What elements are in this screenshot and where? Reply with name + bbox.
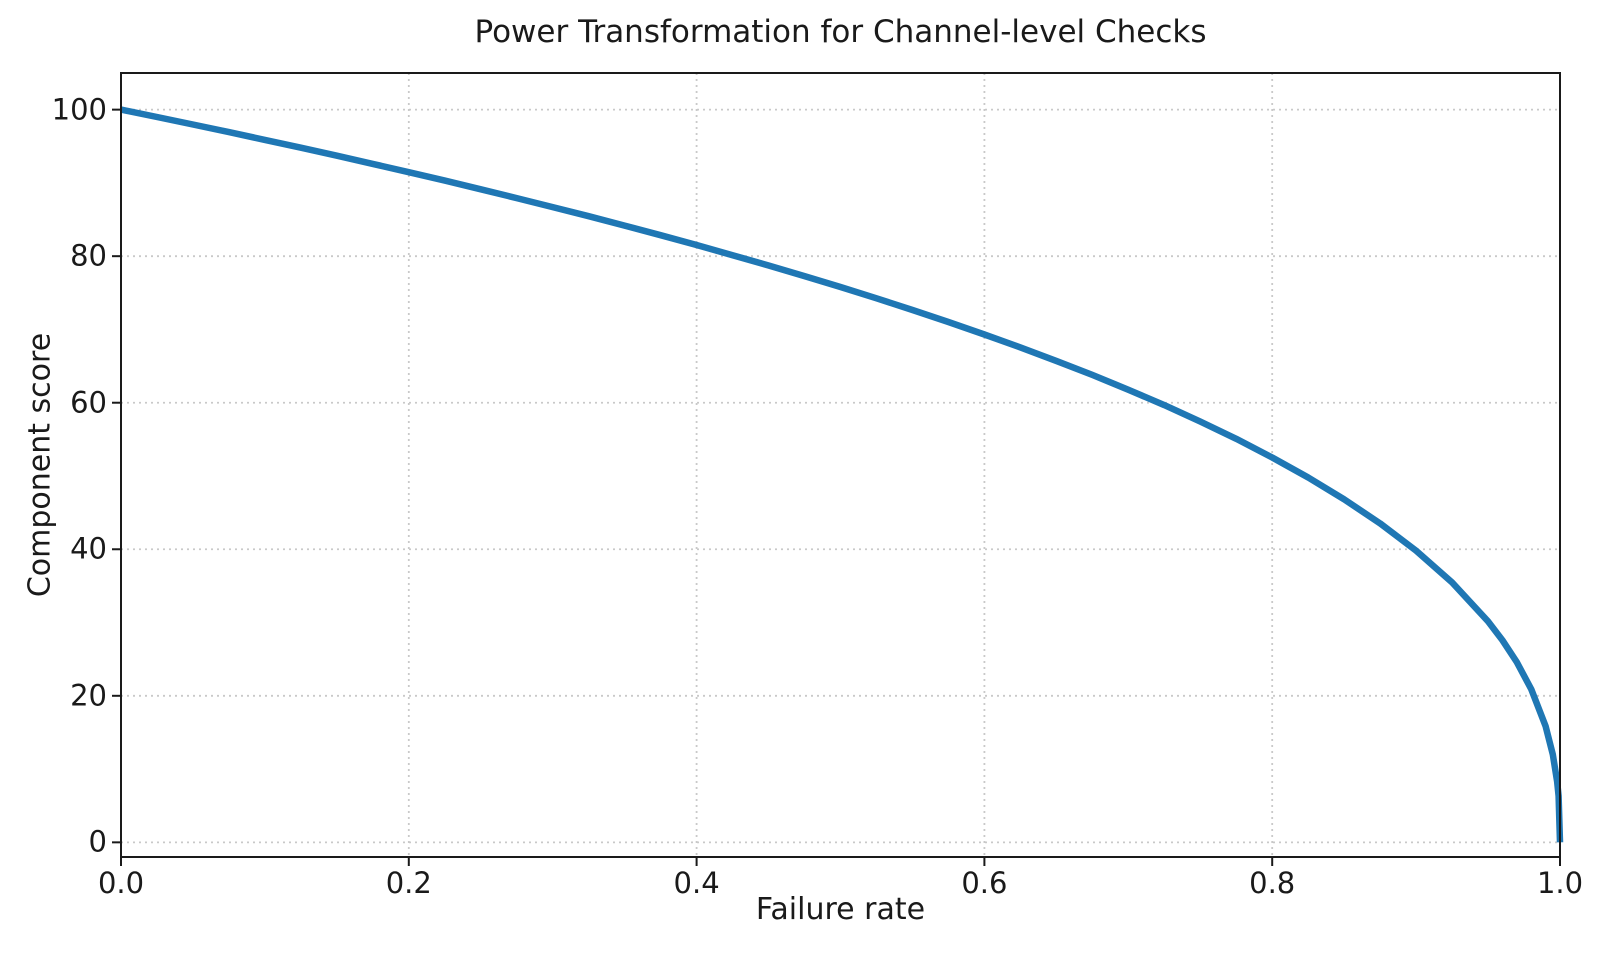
x-tick-label: 0.4 bbox=[673, 866, 720, 900]
x-tick-label: 0.0 bbox=[97, 866, 145, 900]
x-tick-label: 0.2 bbox=[385, 866, 432, 900]
y-tick-label: 80 bbox=[70, 238, 107, 273]
x-axis-label: Failure rate bbox=[755, 892, 926, 927]
series-line bbox=[120, 106, 1564, 843]
y-tick-label: 100 bbox=[51, 92, 107, 127]
chart-title: Power Transformation for Channel-level C… bbox=[474, 14, 1207, 50]
y-tick-label: 60 bbox=[70, 385, 107, 420]
y-tick-label: 0 bbox=[88, 824, 107, 859]
axes-spines bbox=[120, 72, 1561, 858]
x-tick-label: 1.0 bbox=[1536, 866, 1584, 900]
y-axis-label: Component score bbox=[22, 332, 58, 598]
x-tick-label: 0.6 bbox=[961, 866, 1008, 900]
x-tick-label: 0.8 bbox=[1249, 866, 1296, 900]
y-tick-label: 40 bbox=[70, 531, 107, 566]
y-tick-label: 20 bbox=[70, 678, 107, 713]
